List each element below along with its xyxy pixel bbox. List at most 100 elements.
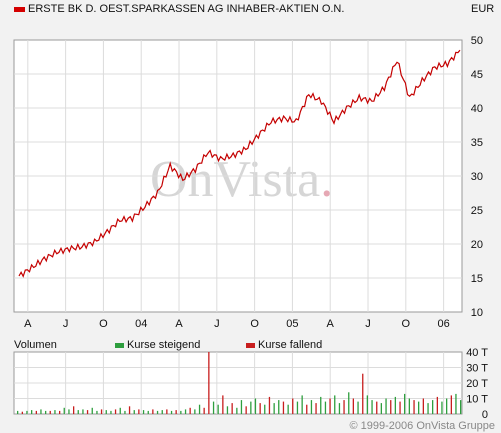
volume-bar — [156, 410, 159, 414]
price-x-tick-label: 05 — [286, 318, 298, 330]
volume-bar — [273, 403, 275, 414]
price-x-tick-label: O — [402, 318, 411, 330]
volume-bar — [96, 410, 98, 414]
volume-bar — [114, 409, 117, 414]
price-x-tick-label: J — [63, 318, 69, 330]
volume-bar — [17, 410, 19, 414]
volume-bar — [366, 395, 368, 414]
price-x-tick-label: A — [24, 318, 32, 330]
volume-bar — [35, 410, 37, 414]
volume-bar — [222, 395, 224, 414]
volume-bar — [231, 403, 233, 414]
volume-bar — [26, 410, 28, 414]
volume-y-tick-label: 30 T — [466, 363, 488, 375]
falling-legend-label: Kurse fallend — [258, 339, 323, 351]
volume-bar — [427, 403, 429, 414]
price-x-tick-label: 06 — [437, 318, 449, 330]
price-y-tick-label: 50 — [471, 35, 483, 47]
volume-bar — [49, 410, 51, 414]
volume-bar — [152, 409, 154, 414]
price-y-tick-label: 25 — [471, 205, 483, 217]
volume-bar — [320, 396, 322, 414]
volume-y-tick-label: 0 — [482, 409, 488, 421]
watermark: OnVista. — [150, 151, 333, 208]
volume-bar — [128, 406, 131, 415]
volume-bar — [110, 410, 112, 414]
price-y-tick-label: 30 — [471, 171, 483, 183]
volume-bar — [282, 401, 285, 414]
volume-grid — [14, 352, 462, 414]
volume-bar — [418, 401, 420, 414]
volume-bar — [63, 407, 65, 414]
volume-bar — [77, 410, 79, 414]
volume-bar — [170, 410, 173, 414]
volume-bar — [362, 373, 364, 414]
title-swatch — [14, 7, 25, 12]
volume-bar — [86, 410, 89, 414]
volume-bar — [189, 407, 191, 414]
volume-bar — [450, 395, 452, 414]
volume-bar — [315, 403, 317, 414]
price-x-tick-label: O — [250, 318, 259, 330]
volume-y-tick-label: 20 T — [466, 378, 488, 390]
volume-bar — [259, 403, 261, 414]
volume-bar — [352, 398, 354, 414]
volume-bar — [105, 410, 107, 414]
volume-bar — [166, 409, 168, 414]
price-y-tick-label: 20 — [471, 239, 483, 251]
volume-bar — [343, 400, 345, 414]
price-x-tick-label: J — [365, 318, 371, 330]
volume-bar — [287, 404, 289, 414]
price-x-tick-label: 04 — [135, 318, 147, 330]
volume-bar — [68, 409, 70, 414]
volume-bar — [306, 404, 308, 414]
falling-legend-swatch — [246, 343, 255, 348]
volume-bar — [292, 398, 294, 414]
volume-bar — [40, 409, 42, 414]
rising-legend-label: Kurse steigend — [127, 339, 201, 351]
volume-bar — [432, 400, 434, 414]
rising-legend-swatch — [115, 343, 124, 348]
price-x-axis: A J O 04 A J O 05 A J O 06 — [24, 318, 450, 330]
volume-bar — [91, 407, 93, 414]
volume-bar — [380, 403, 382, 414]
volume-bar — [240, 400, 243, 414]
volume-bar — [59, 410, 61, 414]
volume-bar — [212, 401, 215, 414]
price-y-tick-label: 15 — [471, 273, 483, 285]
volume-bar — [357, 401, 359, 414]
volume-bar — [245, 406, 247, 415]
volume-bar — [324, 401, 327, 414]
volume-bar — [194, 409, 196, 414]
volume-bar — [399, 401, 401, 414]
price-x-tick-label: J — [214, 318, 220, 330]
volume-bar — [404, 393, 406, 414]
chart-title: ERSTE BK D. OEST.SPARKASSEN AG INHABER-A… — [28, 3, 345, 15]
volume-bar — [376, 401, 378, 414]
volume-bar — [264, 404, 266, 414]
volume-bar — [278, 400, 280, 414]
volume-bar — [175, 410, 177, 414]
volume-y-tick-label: 40 T — [466, 347, 488, 359]
volume-bar — [133, 410, 135, 414]
volume-bar — [390, 400, 392, 414]
price-y-tick-label: 10 — [471, 307, 483, 319]
volume-bar — [198, 404, 201, 414]
volume-bar — [310, 400, 313, 414]
volume-bar — [301, 395, 303, 414]
volume-bar — [268, 396, 271, 414]
volume-bars — [17, 352, 462, 415]
price-y-tick-label: 35 — [471, 137, 483, 149]
volume-bar — [441, 401, 443, 414]
volume-bar — [208, 352, 210, 414]
volume-bar — [334, 395, 336, 414]
volume-bar — [250, 401, 252, 414]
price-grid — [14, 40, 462, 312]
volume-bar — [408, 398, 410, 414]
volume-bar — [254, 398, 257, 414]
volume-bar — [119, 407, 121, 414]
volume-bar — [446, 398, 448, 414]
volume-bar — [422, 398, 424, 414]
volume-bar — [217, 404, 219, 414]
volume-bar — [82, 409, 84, 414]
